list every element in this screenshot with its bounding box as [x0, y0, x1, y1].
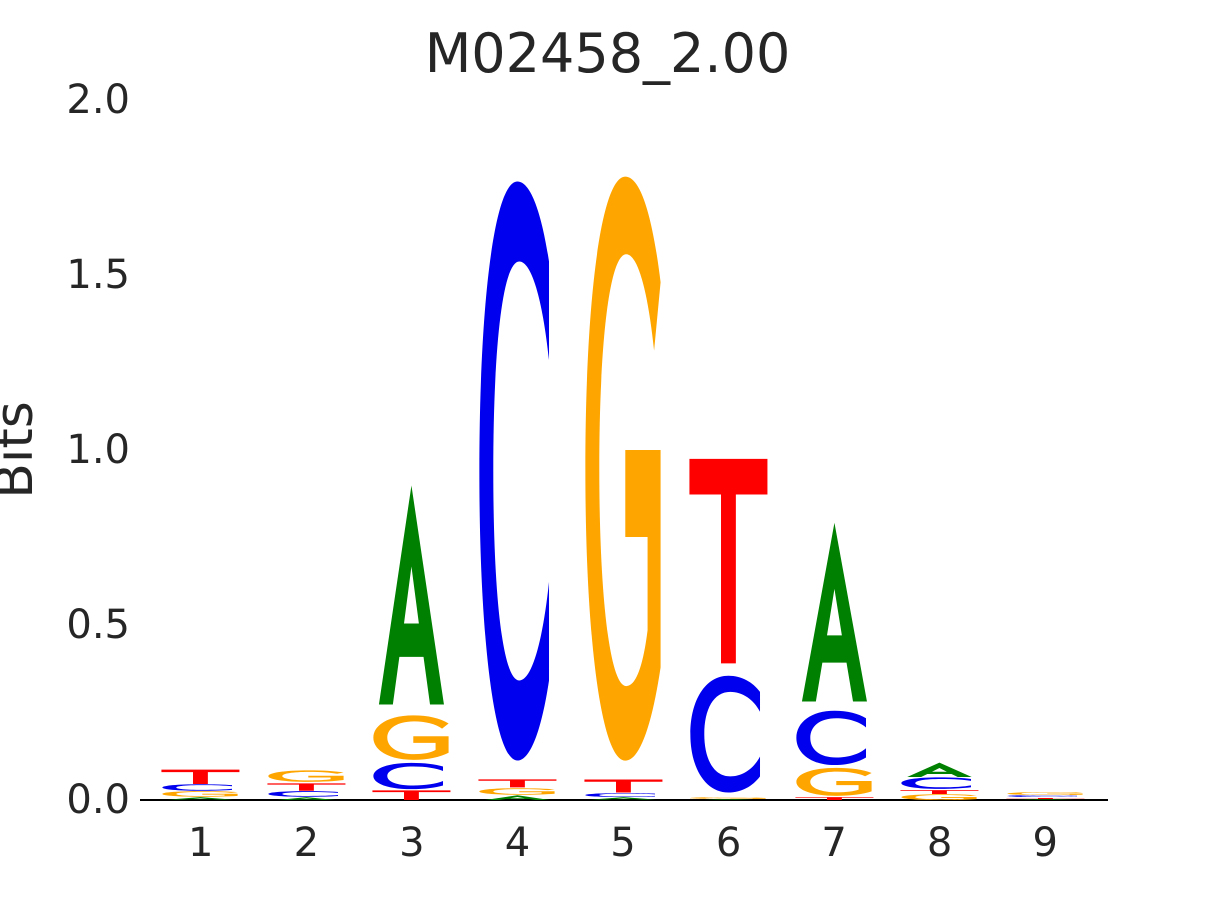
logo-letter-c	[365, 762, 458, 790]
logo-letter-c	[788, 709, 881, 767]
logo-letter-g	[682, 796, 775, 799]
x-tick-label: 4	[504, 820, 531, 866]
logo-letter-g	[999, 792, 1092, 796]
logo-letter-g	[365, 714, 458, 761]
x-tick-label: 7	[821, 820, 847, 866]
logo-letter-c	[471, 163, 564, 779]
y-tick-label: 1.5	[66, 252, 130, 298]
logo-letter-g	[471, 787, 564, 795]
logo-letter-t	[471, 779, 564, 788]
y-tick-label: 2.0	[66, 77, 130, 123]
logo-letter-g	[154, 791, 247, 798]
y-tick-label: 0.5	[66, 602, 130, 648]
logo-stack	[788, 100, 881, 800]
logo-letter-t	[788, 796, 881, 801]
x-tick-label: 1	[188, 820, 214, 866]
x-tick-label: 6	[715, 820, 742, 866]
logo-letter-a	[154, 797, 247, 800]
x-tick-label: 9	[1032, 820, 1058, 866]
logo-letter-g	[260, 770, 353, 783]
page-title: M02458_2.00	[424, 22, 791, 85]
x-tick-label: 3	[399, 820, 425, 866]
logo-letter-a	[577, 797, 670, 800]
x-tick-label: 2	[293, 820, 320, 866]
logo-letter-a	[788, 515, 881, 709]
logo-stack	[154, 100, 247, 800]
logo-letter-t	[682, 450, 775, 672]
logo-letter-a	[893, 762, 986, 778]
plot-area	[148, 100, 1098, 800]
logo-letter-a	[999, 798, 1092, 800]
logo-stack	[682, 100, 775, 800]
y-tick-label: 0.0	[66, 777, 130, 823]
logo-letter-t	[893, 789, 986, 794]
logo-letter-c	[999, 795, 1092, 798]
logo-letter-a	[682, 798, 775, 800]
logo-letter-t	[577, 779, 670, 793]
logo-stack	[893, 100, 986, 800]
logo-stack	[577, 100, 670, 800]
logo-stack	[260, 100, 353, 800]
logo-letter-c	[893, 777, 986, 790]
logo-letter-g	[893, 793, 986, 800]
logo-stack	[999, 100, 1092, 800]
x-tick-label: 5	[610, 820, 636, 866]
logo-letter-a	[260, 796, 353, 801]
x-axis-baseline	[140, 799, 1108, 801]
logo-letter-c	[154, 784, 247, 792]
x-tick-label: 8	[926, 820, 953, 866]
logo-letter-g	[577, 158, 670, 779]
logo-letter-t	[260, 782, 353, 791]
logo-letter-t	[999, 797, 1092, 799]
logo-letter-t	[154, 769, 247, 785]
logo-letter-g	[788, 767, 881, 797]
logo-letter-a	[471, 794, 564, 800]
logo-letter-t	[365, 789, 458, 801]
y-tick-label: 1.0	[66, 427, 130, 473]
logo-stack	[365, 100, 458, 800]
logo-letter-a	[365, 476, 458, 714]
logo-stack	[471, 100, 564, 800]
logo-letter-c	[682, 672, 775, 796]
logo-letter-c	[577, 793, 670, 798]
logo-letter-c	[260, 790, 353, 797]
